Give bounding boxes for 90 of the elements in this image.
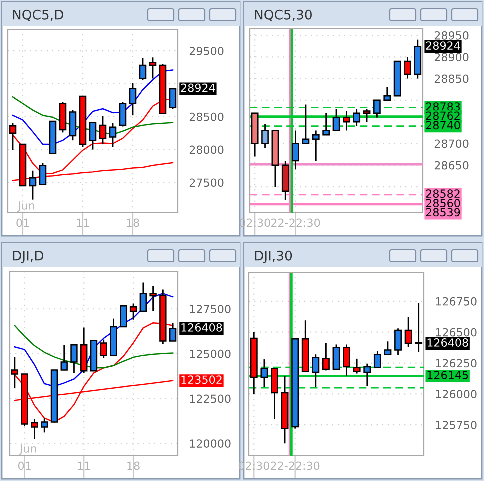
y-tick-label: 28850 — [434, 74, 469, 84]
x-tick-label: 11 — [78, 462, 90, 470]
annotation: 28539 — [426, 208, 460, 217]
candlestick — [109, 122, 117, 148]
y-tick-label: 126250 — [436, 359, 477, 368]
ref-line-label: 28762 — [426, 112, 460, 120]
candlestick — [130, 303, 138, 321]
text: 126408 — [182, 324, 222, 332]
candlestick — [353, 358, 361, 374]
ref-line-label: 126145 — [428, 371, 468, 380]
candlestick — [332, 108, 340, 132]
ref-line-label: 28582 — [426, 190, 460, 198]
y-tick-label: 120000 — [190, 440, 231, 448]
candlestick — [415, 302, 423, 353]
annotation: Jun — [19, 444, 36, 455]
ref-line-label: 28783 — [426, 102, 460, 112]
candlestick — [343, 344, 351, 377]
x-tick-label: 22-22:30 — [271, 462, 320, 470]
candlestick — [39, 162, 47, 186]
candlestick — [302, 104, 310, 144]
text: 126408 — [428, 338, 468, 347]
y-tick-label: 28000 — [190, 146, 224, 154]
y-tick-label: 28500 — [190, 112, 224, 122]
candlestick — [120, 304, 128, 328]
y-tick-label: 126750 — [436, 297, 477, 306]
candlestick — [140, 282, 147, 312]
candlestick — [374, 100, 381, 118]
y-tick-label: 126500 — [436, 328, 477, 337]
x-tick-label: 22-22:30 — [272, 218, 320, 228]
y-tick-label: 28700 — [434, 140, 469, 148]
y-tick-label: 28900 — [434, 53, 469, 62]
candlestick — [374, 350, 382, 368]
candlestick — [292, 130, 300, 170]
candlestick — [353, 108, 361, 128]
chart-title: DJI,30 — [255, 250, 292, 264]
candlestick — [169, 88, 177, 110]
candlestick — [260, 358, 268, 388]
y-tick-label: 29500 — [190, 47, 224, 56]
y-tick-label: 127500 — [190, 305, 231, 314]
candlestick — [41, 418, 48, 434]
candlestick — [69, 110, 77, 142]
chart-title: DJI,D — [13, 251, 44, 264]
candlestick — [364, 363, 372, 387]
candlestick — [149, 56, 157, 80]
annotation: 28924 — [426, 42, 460, 50]
text: 28924 — [181, 84, 216, 92]
candlestick — [70, 344, 78, 374]
candlestick — [394, 328, 402, 356]
candlestick — [119, 102, 127, 128]
candlestick — [100, 339, 108, 360]
text: 123502 — [182, 376, 222, 384]
candlestick — [384, 86, 392, 102]
y-tick-label: 27500 — [190, 178, 224, 188]
ref-line-label: 28560 — [426, 199, 460, 208]
x-tick-label: 01 — [16, 218, 30, 228]
x-tick-label: 18 — [128, 462, 140, 470]
candlestick — [99, 116, 107, 146]
candlestick — [129, 82, 137, 116]
y-tick-label: 125000 — [190, 350, 231, 358]
y-tick-label: 125750 — [436, 421, 477, 430]
x-tick-label: 18 — [127, 218, 140, 228]
ref-line-label: 28740 — [426, 121, 460, 130]
candlestick — [332, 344, 340, 370]
candlestick — [29, 170, 37, 201]
candlestick — [139, 58, 147, 81]
candlestick — [384, 340, 392, 356]
chart-title: NQC5,D — [13, 10, 64, 22]
annotation: Jun — [17, 202, 34, 212]
candlestick — [363, 108, 371, 123]
candlestick — [169, 322, 177, 342]
candlestick — [262, 124, 269, 149]
line-series — [12, 70, 174, 146]
chart-title: NQC5,30 — [255, 10, 312, 22]
y-tick-label: 122500 — [190, 394, 231, 404]
candlestick — [312, 130, 320, 162]
x-tick-label: 11 — [77, 218, 90, 227]
candlestick — [31, 418, 38, 440]
y-tick-label: 126000 — [436, 390, 477, 399]
y-tick-label: 28950 — [434, 31, 469, 40]
candlestick — [322, 342, 330, 372]
candlestick — [150, 286, 157, 312]
candlestick — [343, 110, 350, 132]
candlestick — [60, 344, 68, 371]
candlestick — [322, 112, 330, 136]
candlestick — [404, 316, 412, 348]
candlestick — [404, 56, 412, 80]
candlestick — [312, 354, 320, 388]
y-tick-label: 28650 — [434, 161, 469, 170]
candlestick — [89, 122, 97, 150]
x-tick-label: 01 — [18, 462, 31, 470]
